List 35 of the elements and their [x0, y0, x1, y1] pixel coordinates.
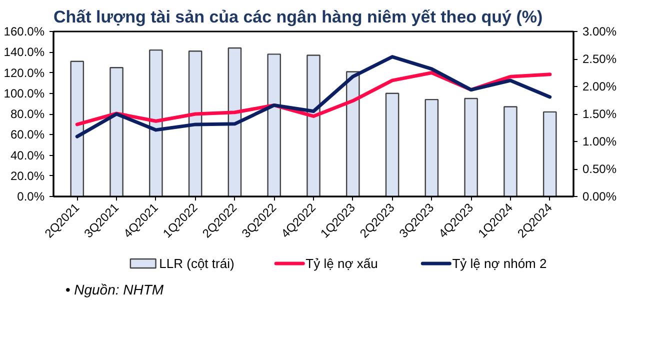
- bar: [149, 49, 163, 196]
- bar: [464, 98, 478, 196]
- legend-label: LLR (cột trái): [159, 256, 234, 271]
- y2-tick-label: 0.00%: [582, 190, 617, 204]
- y-tick-label: 80.0%: [10, 107, 45, 121]
- legend-label: Tỷ lệ nợ xấu: [306, 256, 378, 271]
- y-tick-label: 160.0%: [4, 24, 45, 38]
- y-tick-label: 20.0%: [10, 168, 45, 183]
- bar: [346, 71, 360, 196]
- bar: [385, 92, 400, 196]
- bar: [228, 47, 242, 196]
- bar: [267, 54, 282, 196]
- y-tick-label: 120.0%: [4, 66, 45, 80]
- y2-tick-label: 1.00%: [582, 134, 617, 148]
- y2-tick-label: 0.50%: [582, 162, 617, 176]
- bar: [70, 60, 84, 196]
- bar: [504, 106, 518, 196]
- text: • Nguồn: NHTM: [65, 282, 164, 298]
- y-tick-label: 0.0%: [17, 190, 45, 204]
- bar: [542, 111, 557, 196]
- y2-tick-label: 2.00%: [582, 80, 617, 94]
- line-series: [75, 55, 552, 138]
- y2-tick-label: 1.50%: [582, 107, 617, 121]
- bar: [188, 50, 202, 196]
- y-tick-label: 40.0%: [10, 148, 45, 162]
- bar: [110, 66, 124, 196]
- y-tick-label: 140.0%: [4, 45, 45, 60]
- chart-title: Chất lượng tài sản của các ngân hàng niêm yết theo quý (%): [54, 8, 543, 26]
- y2-tick-label: 2.50%: [582, 52, 617, 66]
- bar: [306, 54, 320, 196]
- y-tick-label: 60.0%: [10, 128, 45, 142]
- legend-label: Tỷ lệ nợ nhóm 2: [452, 256, 547, 271]
- y-tick-label: 100.0%: [4, 86, 45, 100]
- bar: [424, 98, 439, 196]
- y2-tick-label: 3.00%: [582, 24, 617, 38]
